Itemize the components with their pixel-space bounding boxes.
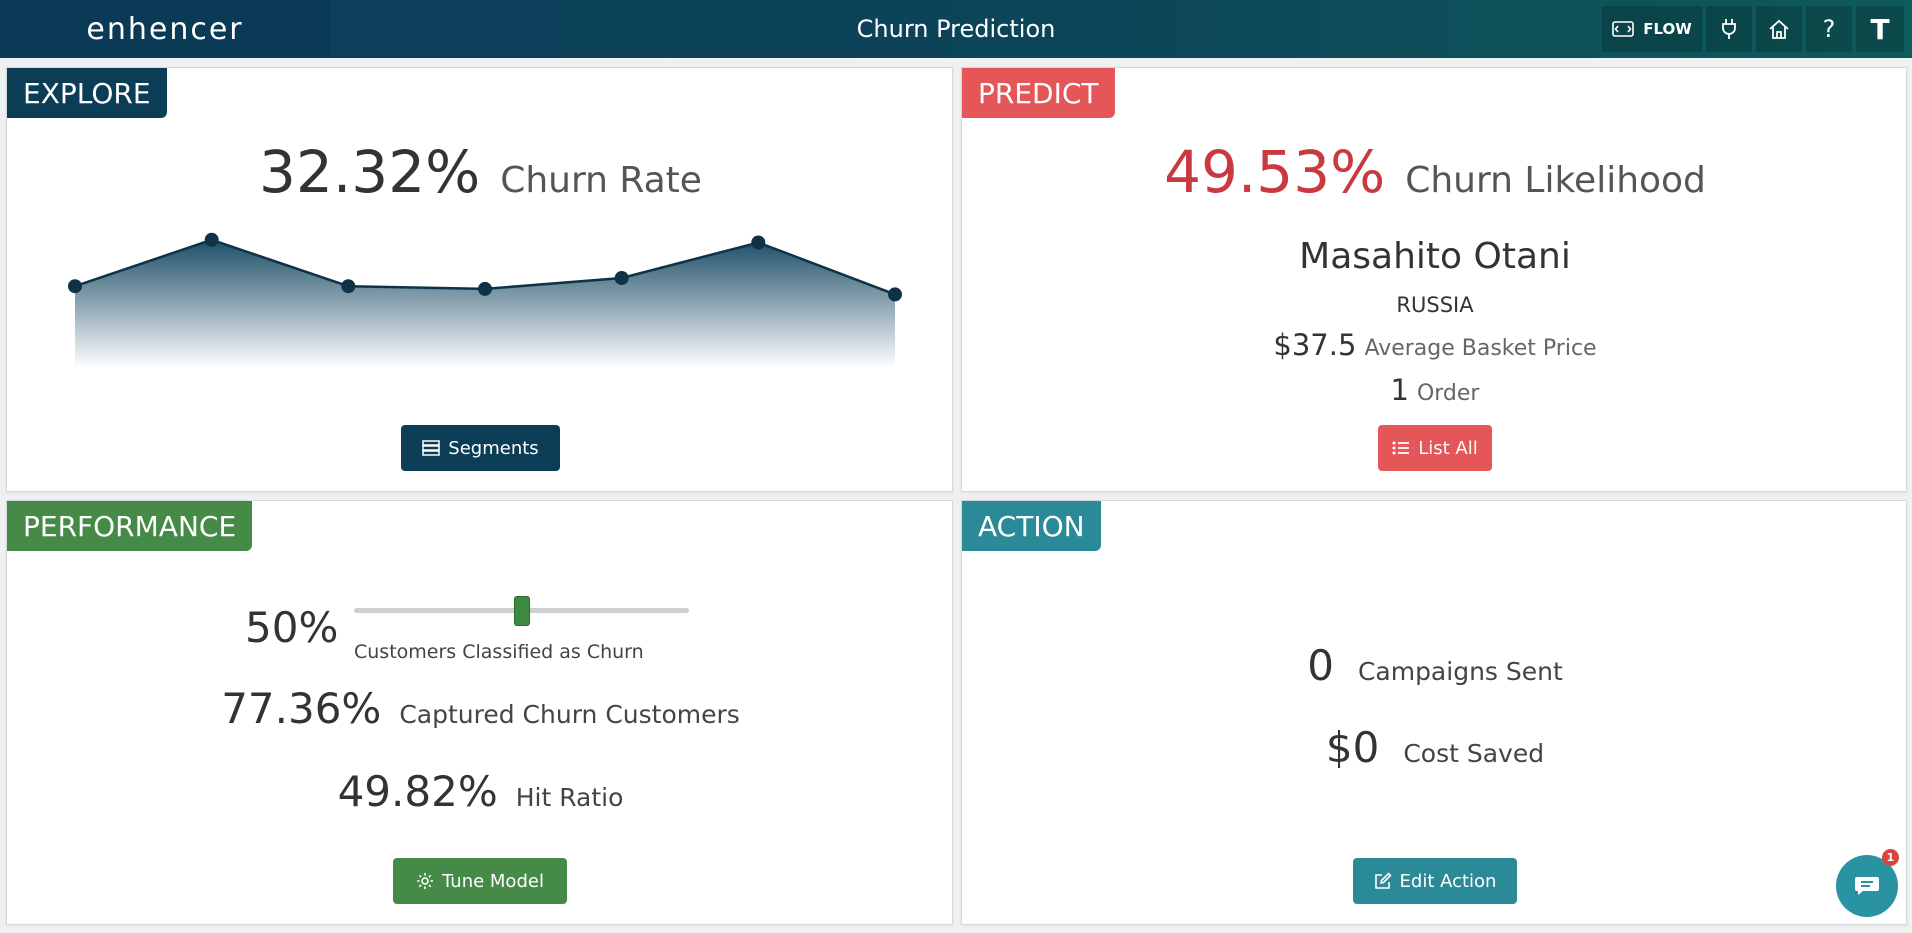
help-icon: ? [1822, 15, 1836, 43]
edit-action-label: Edit Action [1399, 870, 1497, 892]
churn-likelihood-value: 49.53% [1164, 138, 1386, 206]
chart-point[interactable] [68, 279, 82, 294]
tune-model-label: Tune Model [442, 870, 544, 892]
campaigns-row: 0 Campaigns Sent [962, 641, 1908, 690]
order-count-value: 1 [1390, 373, 1409, 407]
hit-ratio-row: 49.82% Hit Ratio [7, 767, 954, 816]
avatar-initial: T [1870, 12, 1890, 46]
captured-value: 77.36% [221, 684, 382, 733]
customer-country: RUSSIA [1396, 293, 1474, 317]
list-all-button[interactable]: List All [1378, 425, 1492, 471]
action-tag: ACTION [962, 501, 1101, 551]
flow-label: FLOW [1643, 20, 1692, 38]
integrations-button[interactable] [1706, 6, 1752, 52]
chart-point[interactable] [888, 287, 902, 302]
top-bar: enhencer Churn Prediction FLOW ? T [0, 0, 1912, 58]
captured-row: 77.36% Captured Churn Customers [7, 684, 954, 733]
basket-price-label: Average Basket Price [1364, 336, 1597, 361]
hit-ratio-value: 49.82% [337, 767, 498, 816]
chart-point[interactable] [614, 271, 629, 285]
threshold-value: 50% [245, 603, 339, 652]
home-button[interactable] [1756, 6, 1802, 52]
churn-rate-value: 32.32% [259, 138, 481, 206]
tune-model-button[interactable]: Tune Model [393, 858, 567, 904]
predict-panel: PREDICT 49.53% Churn Likelihood Masahito… [961, 67, 1907, 492]
page-title: Churn Prediction [856, 15, 1056, 43]
hit-ratio-label: Hit Ratio [515, 783, 624, 812]
plug-icon [1722, 19, 1736, 39]
list-icon [1392, 441, 1410, 455]
gear-icon [417, 873, 434, 889]
list-all-label: List All [1418, 437, 1478, 459]
churn-trend-chart [68, 232, 902, 368]
explore-panel: EXPLORE 32.32% Churn Rate Segments [6, 67, 953, 492]
action-panel: ACTION 0 Campaigns Sent $0 Cost Saved Ed… [961, 500, 1907, 925]
churn-rate-label: Churn Rate [500, 160, 702, 201]
churn-rate-row: 32.32% Churn Rate [7, 138, 954, 206]
explore-tag: EXPLORE [7, 68, 167, 118]
cost-saved-row: $0 Cost Saved [962, 723, 1908, 772]
flow-icon [1612, 21, 1635, 37]
basket-price-row: $37.5 Average Basket Price [962, 328, 1908, 362]
campaigns-label: Campaigns Sent [1357, 657, 1563, 686]
threshold-label: Customers Classified as Churn [354, 641, 644, 663]
cost-saved-label: Cost Saved [1403, 739, 1545, 768]
customer-name: Masahito Otani [1299, 236, 1571, 277]
brand-logo[interactable]: enhencer [0, 0, 330, 58]
home-icon [1769, 19, 1789, 39]
performance-panel: PERFORMANCE 50% Customers Classified as … [6, 500, 953, 925]
threshold-slider-handle[interactable] [513, 596, 530, 626]
edit-icon [1374, 872, 1392, 889]
churn-likelihood-label: Churn Likelihood [1405, 160, 1706, 201]
churn-likelihood-row: 49.53% Churn Likelihood [962, 138, 1908, 206]
edit-action-button[interactable]: Edit Action [1353, 858, 1517, 904]
flow-button[interactable]: FLOW [1602, 6, 1702, 52]
segments-label: Segments [448, 437, 539, 459]
performance-tag: PERFORMANCE [7, 501, 253, 551]
chart-point[interactable] [751, 235, 766, 250]
chart-point[interactable] [204, 232, 219, 247]
chart-area [75, 239, 895, 368]
chat-notification-badge: 1 [1882, 849, 1899, 866]
predict-tag: PREDICT [962, 68, 1115, 118]
captured-label: Captured Churn Customers [399, 700, 740, 729]
chart-point[interactable] [478, 281, 492, 296]
order-count-row: 1 Order [962, 373, 1908, 407]
chart-point[interactable] [341, 279, 356, 294]
segments-button[interactable]: Segments [401, 425, 560, 471]
campaigns-value: 0 [1307, 641, 1334, 690]
help-button[interactable]: ? [1806, 6, 1852, 52]
basket-price-value: $37.5 [1273, 328, 1357, 362]
list-box-icon [422, 440, 441, 456]
cost-saved-value: $0 [1325, 723, 1380, 772]
user-avatar-button[interactable]: T [1856, 6, 1904, 52]
order-count-label: Order [1416, 381, 1480, 406]
chat-icon [1855, 877, 1879, 895]
